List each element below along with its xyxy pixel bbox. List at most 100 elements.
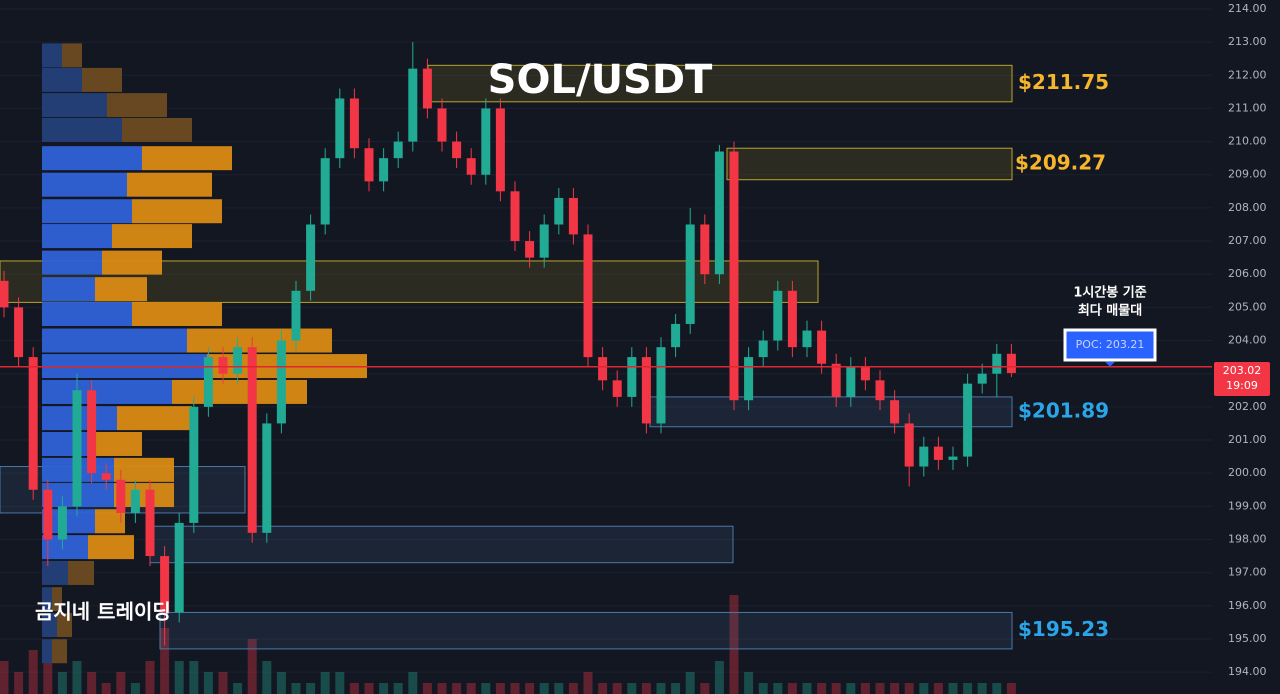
- poc-note: 1시간봉 기준: [1073, 285, 1146, 301]
- candle-body: [247, 347, 257, 533]
- volume-bar: [700, 683, 710, 694]
- candle-body: [919, 446, 929, 467]
- profile-buy: [42, 613, 57, 638]
- y-tick-label: 202.00: [1228, 400, 1267, 413]
- candle-body: [349, 98, 359, 149]
- profile-sell: [107, 93, 167, 118]
- volume-bar: [203, 672, 213, 694]
- candle-body: [744, 357, 754, 401]
- profile-sell: [127, 172, 212, 197]
- volume-bar: [43, 661, 53, 694]
- volume-bar: [14, 672, 24, 694]
- y-tick-label: 213.00: [1228, 35, 1267, 48]
- profile-buy: [42, 172, 127, 197]
- candle-body: [671, 323, 681, 348]
- volume-bar: [0, 661, 9, 694]
- profile-buy: [42, 199, 132, 224]
- candle-body: [992, 353, 1002, 374]
- zone: [726, 147, 1013, 181]
- volume-bar: [671, 683, 681, 694]
- candle-body: [933, 446, 943, 460]
- candle-body: [87, 390, 97, 474]
- profile-buy: [42, 639, 52, 664]
- profile-sell: [95, 509, 125, 534]
- profile-sell: [52, 639, 67, 664]
- candle-body: [627, 357, 637, 397]
- candle-body: [379, 158, 389, 182]
- profile-sell: [52, 587, 62, 612]
- profile-sell: [117, 406, 192, 431]
- candle-body: [14, 307, 24, 358]
- candle-body: [714, 151, 724, 275]
- volume-bar: [977, 683, 987, 694]
- profile-buy: [42, 560, 68, 585]
- candle-body: [130, 489, 140, 513]
- volume-bar: [145, 661, 155, 694]
- volume-bar: [422, 683, 432, 694]
- volume-bar: [87, 672, 97, 694]
- volume-bar: [218, 672, 228, 694]
- candle-body: [276, 340, 286, 424]
- profile-buy: [42, 587, 52, 612]
- volume-bar: [262, 661, 272, 694]
- y-tick-label: 199.00: [1228, 499, 1267, 512]
- volume-bar: [306, 683, 316, 694]
- y-tick-label: 201.00: [1228, 433, 1267, 446]
- candles-layer: [0, 42, 1016, 646]
- volume-bar: [817, 683, 827, 694]
- overlay-layer: SOL/USDT 곰지네 트레이딩 1시간봉 기준 최다 매물대 POC: 20…: [0, 57, 1270, 624]
- volume-bar: [320, 672, 330, 694]
- profile-sell: [172, 379, 307, 404]
- candle-body: [817, 330, 827, 364]
- watermark: 곰지네 트레이딩: [35, 600, 171, 624]
- profile-buy: [42, 146, 142, 171]
- volume-bar: [992, 683, 1002, 694]
- y-tick-label: 197.00: [1228, 566, 1267, 579]
- volume-bar: [860, 683, 870, 694]
- volume-bar: [28, 650, 38, 694]
- volume-bar: [875, 683, 885, 694]
- profile-sell: [142, 146, 232, 171]
- candle-body: [860, 367, 870, 381]
- profile-sell: [88, 535, 134, 560]
- volume-bar: [948, 683, 958, 694]
- volume-bar: [525, 683, 535, 694]
- candle-body: [28, 357, 38, 490]
- volume-layer: [0, 595, 1016, 694]
- candle-body: [525, 241, 535, 258]
- volume-bar: [379, 683, 389, 694]
- profile-buy: [42, 43, 62, 68]
- profile-sell: [187, 328, 332, 353]
- profile-sell: [82, 67, 122, 92]
- volume-bar: [919, 683, 929, 694]
- candle-body: [160, 556, 170, 613]
- poc-box: [1063, 328, 1157, 362]
- candle-body: [218, 357, 228, 374]
- candle-body: [510, 191, 520, 242]
- candle-body: [787, 290, 797, 348]
- profile-buy: [42, 250, 102, 275]
- candle-body: [904, 423, 914, 467]
- poc-note: 최다 매물대: [1078, 303, 1142, 319]
- profile-sell: [102, 250, 162, 275]
- price-tag-value: 203.02: [1223, 364, 1262, 377]
- volume-bar: [656, 683, 666, 694]
- y-tick-label: 208.00: [1228, 201, 1267, 214]
- volume-bar: [1006, 683, 1016, 694]
- grid: 194.00 195.00 196.00 197.00 198.00 199.00 200.…: [0, 2, 1267, 678]
- poc-label: POC: 203.21: [1076, 338, 1145, 351]
- candle-body: [1006, 353, 1016, 374]
- candle-body: [364, 148, 374, 182]
- candle-body: [335, 98, 345, 159]
- profile-sell: [94, 431, 142, 456]
- volume-bar: [846, 683, 856, 694]
- volume-bar: [583, 672, 593, 694]
- volume-bar: [160, 628, 170, 694]
- volume-bar: [57, 672, 67, 694]
- profile-sell: [132, 199, 222, 224]
- y-tick-label: 200.00: [1228, 466, 1267, 479]
- volume-bar: [554, 683, 564, 694]
- volume-bar: [276, 672, 286, 694]
